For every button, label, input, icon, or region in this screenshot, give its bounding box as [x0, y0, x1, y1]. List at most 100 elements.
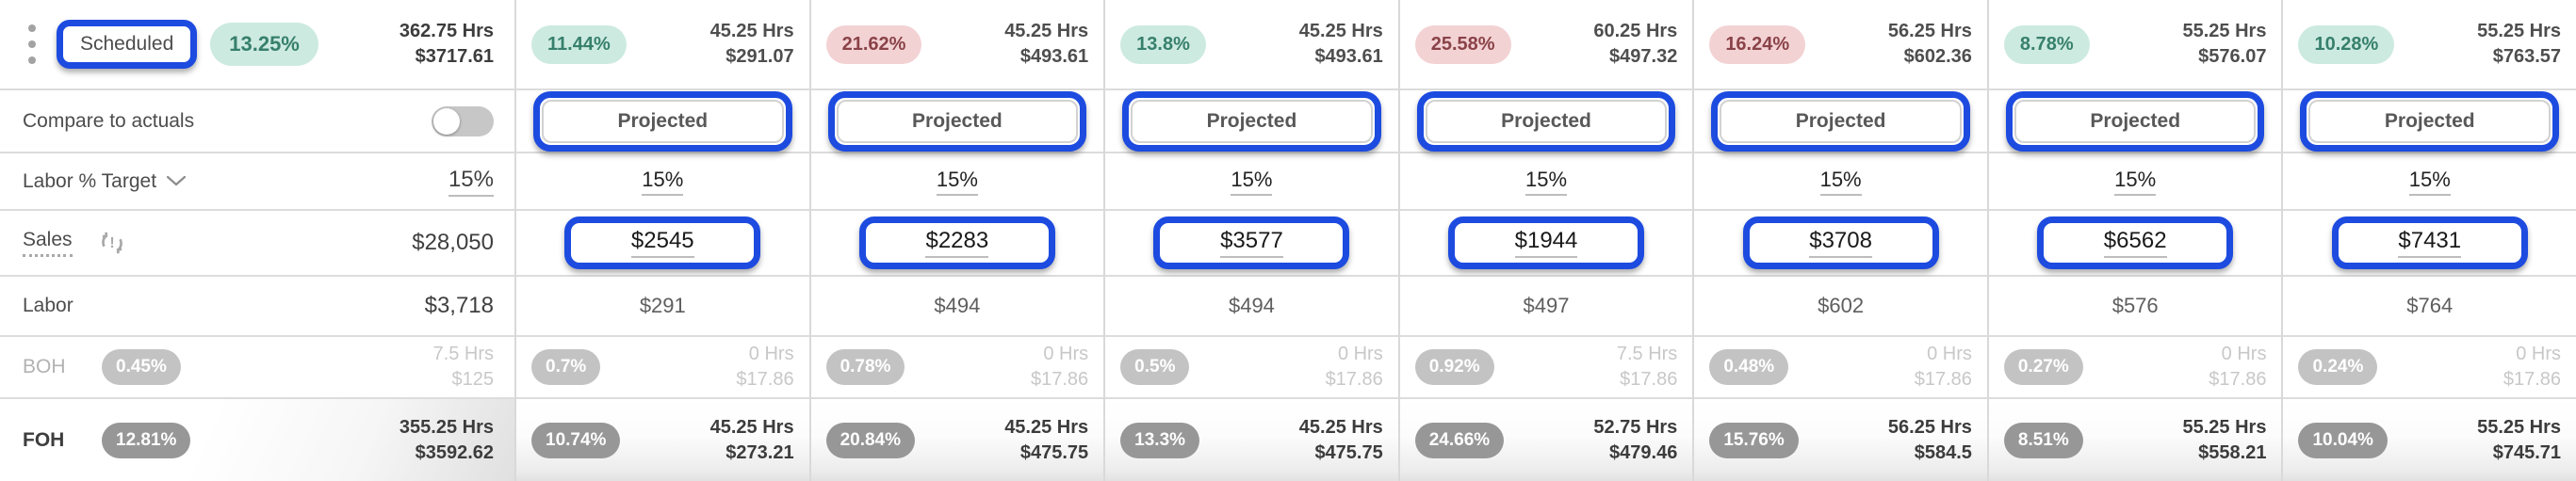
- day-header-row: 13.8% 45.25 Hrs $493.61: [1105, 0, 1398, 90]
- foh-label: FOH: [23, 428, 65, 451]
- day-target-value[interactable]: 15%: [1231, 168, 1273, 196]
- day-target-value[interactable]: 15%: [642, 168, 684, 196]
- chevron-down-icon[interactable]: [166, 175, 187, 187]
- day-labor-row: $291: [516, 277, 809, 337]
- day-boh-hours: 0 Hrs: [1927, 344, 1972, 364]
- day-target-value[interactable]: 15%: [1819, 168, 1862, 196]
- compare-to-actuals-toggle[interactable]: [432, 105, 494, 136]
- day-foh-hours: 52.75 Hrs: [1593, 416, 1678, 438]
- day-target-value[interactable]: 15%: [2408, 168, 2451, 196]
- projected-button[interactable]: Projected: [542, 99, 784, 143]
- day-target-value[interactable]: 15%: [1525, 168, 1568, 196]
- day-column: 8.78% 55.25 Hrs $576.07 Projected 15% $6…: [1986, 0, 2282, 481]
- sales-annotation-box: $2545: [564, 216, 761, 269]
- day-sales-input[interactable]: $3577: [1220, 228, 1283, 258]
- drag-handle-icon[interactable]: [23, 21, 41, 68]
- day-foh-hours: 55.25 Hrs: [2477, 416, 2562, 438]
- boh-row: BOH 0.45% 7.5 Hrs $125: [0, 337, 514, 399]
- day-column: 11.44% 45.25 Hrs $291.07 Projected 15% $…: [514, 0, 809, 481]
- day-boh-hours-cost: 0 Hrs $17.86: [736, 342, 793, 393]
- day-hours-cost: 55.25 Hrs $576.07: [2183, 19, 2267, 70]
- sales-annotation-box: $7431: [2331, 216, 2528, 269]
- day-column: 25.58% 60.25 Hrs $497.32 Projected 15% $…: [1397, 0, 1693, 481]
- day-target-row: 15%: [1399, 153, 1693, 211]
- day-labor-pct-badge: 13.8%: [1120, 24, 1206, 64]
- day-sales-input[interactable]: $7431: [2398, 228, 2462, 258]
- day-target-row: 15%: [1694, 153, 1987, 211]
- day-foh-cost: $558.21: [2198, 441, 2267, 463]
- day-foh-row: 20.84% 45.25 Hrs $475.75: [810, 399, 1104, 481]
- day-labor-pct-badge: 25.58%: [1414, 24, 1511, 64]
- sales-annotation-box: $3577: [1153, 216, 1350, 269]
- day-boh-hours-cost: 0 Hrs $17.86: [1031, 342, 1088, 393]
- day-foh-hours-cost: 55.25 Hrs $558.21: [2183, 415, 2267, 466]
- day-hours-cost: 55.25 Hrs $763.57: [2477, 19, 2561, 70]
- day-labor-row: $764: [2283, 277, 2576, 337]
- projected-button[interactable]: Projected: [1720, 99, 1962, 143]
- day-boh-row: 0.7% 0 Hrs $17.86: [516, 337, 809, 399]
- projected-button[interactable]: Projected: [2014, 99, 2257, 143]
- day-foh-hours-cost: 52.75 Hrs $479.46: [1593, 415, 1677, 466]
- day-hours-cost: 45.25 Hrs $493.61: [1004, 19, 1088, 70]
- day-foh-hours: 45.25 Hrs: [1298, 416, 1383, 438]
- day-sales-input[interactable]: $1944: [1514, 228, 1578, 258]
- projection-mode-row: Projected: [1694, 90, 1987, 153]
- sales-row: Sales ! $28,050: [0, 211, 514, 277]
- svg-text:!: !: [109, 235, 114, 251]
- labor-total-value: $3,718: [424, 293, 494, 318]
- day-labor-row: $494: [810, 277, 1104, 337]
- day-boh-cost: $17.86: [1620, 369, 1678, 390]
- sales-annotation-box: $1944: [1448, 216, 1645, 269]
- foh-row: FOH 12.81% 355.25 Hrs $3592.62: [0, 399, 514, 481]
- day-foh-pct-badge: 20.84%: [825, 422, 916, 458]
- day-boh-hours: 7.5 Hrs: [1616, 344, 1678, 364]
- day-hours: 60.25 Hrs: [1593, 21, 1678, 41]
- scheduled-labor-pct-badge: 13.25%: [210, 23, 318, 66]
- day-labor-pct-badge: 10.28%: [2298, 24, 2395, 64]
- projection-mode-row: Projected: [810, 90, 1104, 153]
- day-boh-pct-badge: 0.24%: [2298, 349, 2378, 385]
- day-sales-input[interactable]: $2283: [925, 228, 989, 258]
- sales-annotation-box: $3708: [1742, 216, 1939, 269]
- sync-alert-icon[interactable]: !: [97, 228, 127, 258]
- sales-total-value[interactable]: $28,050: [412, 230, 494, 255]
- day-header-row: 8.78% 55.25 Hrs $576.07: [1988, 0, 2282, 90]
- day-foh-pct-badge: 10.74%: [531, 422, 621, 458]
- day-boh-pct-badge: 0.48%: [1709, 349, 1789, 385]
- projected-annotation-box: Projected: [1416, 90, 1676, 152]
- projected-annotation-box: Projected: [533, 90, 792, 152]
- day-boh-pct-badge: 0.5%: [1120, 349, 1190, 385]
- day-sales-input[interactable]: $2545: [630, 228, 694, 258]
- labor-target-value[interactable]: 15%: [448, 167, 494, 197]
- projected-button[interactable]: Projected: [1425, 99, 1668, 143]
- day-boh-cost: $17.86: [2209, 369, 2267, 390]
- day-labor-row: $497: [1399, 277, 1693, 337]
- day-hours: 55.25 Hrs: [2182, 21, 2267, 41]
- day-sales-row: $3708: [1694, 211, 1987, 277]
- day-sales-input[interactable]: $6562: [2103, 228, 2167, 258]
- sales-label: Sales: [23, 229, 73, 257]
- day-boh-cost: $17.86: [2503, 369, 2562, 390]
- projected-annotation-box: Projected: [1711, 90, 1970, 152]
- projected-annotation-box: Projected: [1122, 90, 1381, 152]
- day-cost: $291.07: [726, 46, 794, 67]
- scheduled-button[interactable]: Scheduled: [57, 20, 198, 69]
- day-sales-row: $1944: [1399, 211, 1693, 277]
- day-hours-cost: 45.25 Hrs $291.07: [710, 19, 794, 70]
- day-column: 21.62% 45.25 Hrs $493.61 Projected 15% $…: [808, 0, 1104, 481]
- projected-annotation-box: Projected: [2005, 90, 2265, 152]
- projected-button[interactable]: Projected: [1131, 99, 1373, 143]
- day-hours: 55.25 Hrs: [2477, 21, 2562, 41]
- day-boh-pct-badge: 0.78%: [825, 349, 905, 385]
- day-sales-input[interactable]: $3708: [1809, 228, 1872, 258]
- day-target-value[interactable]: 15%: [936, 168, 978, 196]
- day-labor-value: $494: [934, 294, 981, 317]
- projection-mode-row: Projected: [1105, 90, 1398, 153]
- day-boh-hours-cost: 0 Hrs $17.86: [2503, 342, 2561, 393]
- projected-button[interactable]: Projected: [836, 99, 1079, 143]
- day-target-value[interactable]: 15%: [2114, 168, 2157, 196]
- day-target-row: 15%: [810, 153, 1104, 211]
- day-foh-pct-badge: 10.04%: [2298, 422, 2388, 458]
- projected-button[interactable]: Projected: [2308, 99, 2552, 143]
